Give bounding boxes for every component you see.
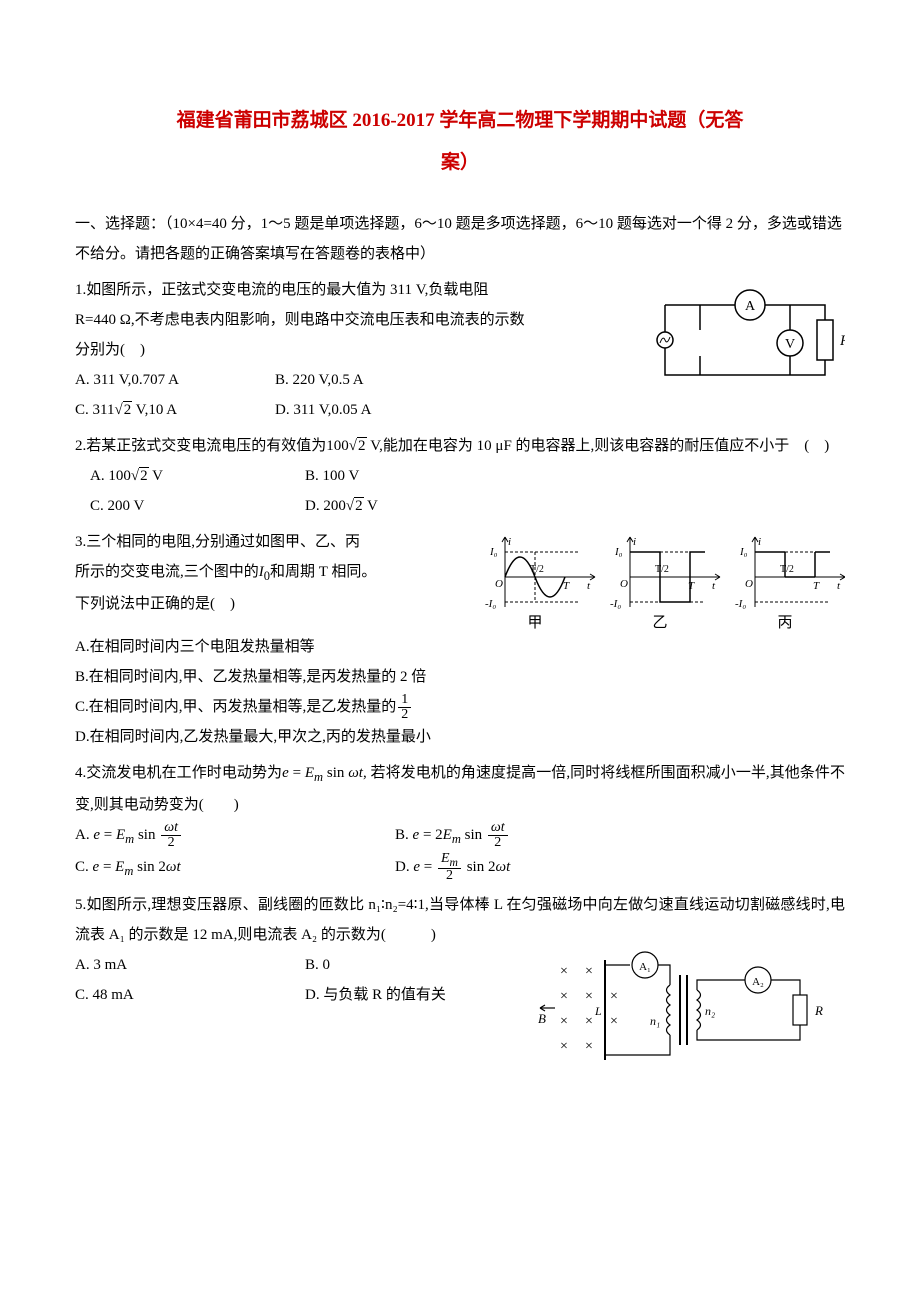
svg-text:丙: 丙 [777, 615, 792, 631]
svg-text:T: T [688, 580, 695, 592]
svg-text:I₀: I₀ [614, 546, 623, 558]
q2-optC: C. 200 V [75, 491, 305, 521]
svg-text:×: × [560, 1014, 568, 1029]
svg-text:-I₀: -I₀ [485, 598, 496, 610]
q3-graphs: I₀ -I₀ O T/2 T t i 甲 [475, 527, 845, 632]
svg-text:×: × [585, 1039, 593, 1054]
svg-text:×: × [560, 1039, 568, 1054]
q5-options-row1: A. 3 mA B. 0 [75, 950, 525, 980]
q5-options-row2: C. 48 mA D. 与负载 R 的值有关 [75, 980, 525, 1010]
svg-text:×: × [610, 1014, 618, 1029]
svg-text:-I₀: -I₀ [735, 598, 746, 610]
q2-options-row1: A. 100√2 V B. 100 V [75, 461, 845, 491]
svg-text:t: t [837, 580, 841, 592]
svg-text:×: × [585, 1014, 593, 1029]
q4-optD: D. e = Em2 sin 2ωt [395, 852, 765, 884]
q3-optC: C.在相同时间内,甲、丙发热量相等,是乙发热量的12 [75, 692, 845, 722]
q3-optB: B.在相同时间内,甲、乙发热量相等,是丙发热量的 2 倍 [75, 662, 845, 692]
svg-text:L: L [594, 1004, 602, 1018]
svg-text:O: O [620, 578, 628, 590]
svg-text:R: R [839, 333, 845, 349]
svg-text:t: t [587, 580, 591, 592]
q1-optB: B. 220 V,0.5 A [275, 365, 475, 395]
q5-optA: A. 3 mA [75, 950, 305, 980]
q4-optC: C. e = Em sin 2ωt [75, 852, 395, 884]
q5-optC: C. 48 mA [75, 980, 305, 1010]
svg-text:T/2: T/2 [655, 564, 669, 575]
svg-text:T/2: T/2 [780, 564, 794, 575]
svg-text:i: i [508, 536, 511, 548]
q4-options-row2: C. e = Em sin 2ωt D. e = Em2 sin 2ωt [75, 852, 845, 884]
svg-text:n₂: n₂ [705, 1004, 715, 1018]
svg-text:×: × [560, 989, 568, 1004]
q5-optD: D. 与负载 R 的值有关 [305, 980, 505, 1010]
svg-text:I₀: I₀ [739, 546, 748, 558]
svg-text:R: R [814, 1003, 823, 1018]
svg-text:I₀: I₀ [489, 546, 498, 558]
question-4: 4.交流发电机在工作时电动势为e = Em sin ωt, 若将发电机的角速度提… [75, 758, 845, 884]
q1-circuit-diagram: A R V [645, 275, 845, 390]
page-title: 福建省莆田市荔城区 2016-2017 学年高二物理下学期期中试题（无答 案） [75, 100, 845, 184]
q5-text: 5.如图所示,理想变压器原、副线圈的匝数比 n₁∶n₂=4∶1,当导体棒 L 在… [75, 890, 845, 950]
svg-text:×: × [585, 964, 593, 979]
svg-text:i: i [633, 536, 636, 548]
q2-options-row2: C. 200 V D. 200√2 V [75, 491, 845, 521]
svg-text:T: T [813, 580, 820, 592]
title-line1: 福建省莆田市荔城区 2016-2017 学年高二物理下学期期中试题（无答 [75, 100, 845, 142]
q1-optC: C. 311√2 V,10 A [75, 395, 275, 425]
svg-text:i: i [758, 536, 761, 548]
svg-text:T: T [563, 580, 570, 592]
svg-text:A: A [745, 299, 756, 314]
q2-text: 2.若某正弦式交变电流电压的有效值为100√2 V,能加在电容为 10 μF 的… [75, 431, 845, 461]
q4-text: 4.交流发电机在工作时电动势为e = Em sin ωt, 若将发电机的角速度提… [75, 758, 845, 820]
q1-optA: A. 311 V,0.707 A [75, 365, 275, 395]
svg-text:A₂: A₂ [752, 976, 764, 988]
svg-text:A₁: A₁ [639, 961, 651, 973]
q5-optB: B. 0 [305, 950, 505, 980]
section-a-header: 一、选择题：（10×4=40 分，1～5 题是单项选择题，6～10 题是多项选择… [75, 209, 845, 269]
svg-text:×: × [610, 989, 618, 1004]
svg-text:t: t [712, 580, 716, 592]
q1-optD: D. 311 V,0.05 A [275, 395, 475, 425]
svg-text:-I₀: -I₀ [610, 598, 621, 610]
title-line2: 案） [75, 142, 845, 184]
question-3: I₀ -I₀ O T/2 T t i 甲 [75, 527, 845, 752]
q4-options-row1: A. e = Em sin ωt2 B. e = 2Em sin ωt2 [75, 820, 845, 852]
question-5: 5.如图所示,理想变压器原、副线圈的匝数比 n₁∶n₂=4∶1,当导体棒 L 在… [75, 890, 845, 1065]
question-1: A R V 1.如图所示，正弦式交变电流的电压的最大值为 311 V,负载电阻 … [75, 275, 845, 425]
q2-optA: A. 100√2 V [75, 461, 305, 491]
svg-text:V: V [785, 337, 795, 352]
svg-text:n₁: n₁ [650, 1014, 660, 1028]
q5-diagram: × × × × × × × × × × L [535, 950, 845, 1065]
svg-text:甲: 甲 [527, 615, 542, 631]
svg-text:O: O [495, 578, 503, 590]
svg-text:×: × [560, 964, 568, 979]
q2-optB: B. 100 V [305, 461, 505, 491]
q4-optB: B. e = 2Em sin ωt2 [395, 820, 765, 852]
q2-optD: D. 200√2 V [305, 491, 505, 521]
svg-text:乙: 乙 [652, 615, 667, 631]
q3-optD: D.在相同时间内,乙发热量最大,甲次之,丙的发热量最小 [75, 722, 845, 752]
question-2: 2.若某正弦式交变电流电压的有效值为100√2 V,能加在电容为 10 μF 的… [75, 431, 845, 521]
svg-text:B: B [538, 1011, 546, 1026]
svg-text:×: × [585, 989, 593, 1004]
svg-text:O: O [745, 578, 753, 590]
svg-text:T/2: T/2 [530, 564, 544, 575]
q1-options-row2: C. 311√2 V,10 A D. 311 V,0.05 A [75, 395, 845, 425]
q4-optA: A. e = Em sin ωt2 [75, 820, 395, 852]
q3-optA: A.在相同时间内三个电阻发热量相等 [75, 632, 845, 662]
q1-options-row1: A. 311 V,0.707 A B. 220 V,0.5 A [75, 365, 635, 395]
